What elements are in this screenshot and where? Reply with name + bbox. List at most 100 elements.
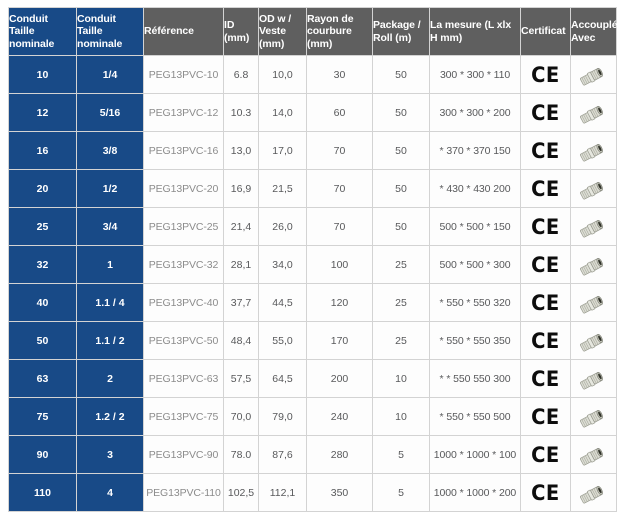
cell-bend-radius: 280	[306, 435, 373, 474]
cell-accouple-avec	[570, 435, 617, 474]
cell-bend-radius: 30	[306, 55, 373, 94]
cell-certificat: CE	[520, 169, 571, 208]
cell-certificat: CE	[520, 321, 571, 360]
cell-id: 13,0	[223, 131, 259, 170]
cell-bend-radius: 60	[306, 93, 373, 132]
cell-measure: * 550 * 550 320	[429, 283, 521, 322]
cell-od: 87,6	[258, 435, 307, 474]
cell-id: 28,1	[223, 245, 259, 284]
cell-nominal-size-inch: 1/2	[76, 169, 144, 208]
table-row: 63 2 PEG13PVC-63 57,5 64,5 200 10 * * 550 550 3…	[8, 359, 617, 398]
ce-mark-icon: CE	[531, 214, 560, 239]
cell-nominal-size-inch: 3/8	[76, 131, 144, 170]
coupling-icon	[577, 367, 611, 391]
cell-measure: 1000 * 1000 * 200	[429, 473, 521, 512]
cell-certificat: CE	[520, 473, 571, 512]
cell-bend-radius: 200	[306, 359, 373, 398]
cell-nominal-size-inch: 3	[76, 435, 144, 474]
cell-reference: PEG13PVC-75	[143, 397, 224, 436]
column-header-certificat: Certificat	[520, 7, 571, 56]
cell-accouple-avec	[570, 245, 617, 284]
cell-nominal-size-inch: 1.1 / 2	[76, 321, 144, 360]
cell-nominal-size-inch: 2	[76, 359, 144, 398]
cell-nominal-size-inch: 1.1 / 4	[76, 283, 144, 322]
cell-nominal-size-mm: 63	[8, 359, 77, 398]
cell-id: 6.8	[223, 55, 259, 94]
table-row: 50 1.1 / 2 PEG13PVC-50 48,4 55,0 170 25 * 550 *…	[8, 321, 617, 360]
coupling-icon	[577, 481, 611, 505]
cell-reference: PEG13PVC-63	[143, 359, 224, 398]
cell-bend-radius: 100	[306, 245, 373, 284]
cell-measure: * 550 * 550 500	[429, 397, 521, 436]
cell-bend-radius: 240	[306, 397, 373, 436]
cell-id: 78.0	[223, 435, 259, 474]
cell-od: 26,0	[258, 207, 307, 246]
cell-od: 64,5	[258, 359, 307, 398]
cell-bend-radius: 70	[306, 169, 373, 208]
cell-certificat: CE	[520, 55, 571, 94]
cell-accouple-avec	[570, 397, 617, 436]
cell-measure: 500 * 500 * 150	[429, 207, 521, 246]
cell-nominal-size-inch: 1/4	[76, 55, 144, 94]
cell-accouple-avec	[570, 55, 617, 94]
cell-package-roll: 50	[372, 131, 430, 170]
table-header-row: Conduit Taille nominale Conduit Taille n…	[8, 7, 618, 56]
table-row: 40 1.1 / 4 PEG13PVC-40 37,7 44,5 120 25 * 550 *…	[8, 283, 617, 322]
cell-package-roll: 5	[372, 473, 430, 512]
cell-bend-radius: 170	[306, 321, 373, 360]
ce-mark-icon: CE	[531, 328, 560, 353]
table-row: 75 1.2 / 2 PEG13PVC-75 70,0 79,0 240 10 * 550 *…	[8, 397, 617, 436]
column-header-od: OD w / Veste (mm)	[258, 7, 307, 56]
column-header-reference: Référence	[143, 7, 224, 56]
cell-package-roll: 25	[372, 283, 430, 322]
coupling-icon	[577, 443, 611, 467]
cell-reference: PEG13PVC-12	[143, 93, 224, 132]
cell-accouple-avec	[570, 169, 617, 208]
table-row: 12 5/16 PEG13PVC-12 10.3 14,0 60 50 300 * 300 *…	[8, 93, 617, 132]
cell-reference: PEG13PVC-50	[143, 321, 224, 360]
table-row: 25 3/4 PEG13PVC-25 21,4 26,0 70 50 500 * 500 * …	[8, 207, 617, 246]
cell-package-roll: 50	[372, 169, 430, 208]
column-header-measure: La mesure (L xlx H mm)	[429, 7, 521, 56]
cell-certificat: CE	[520, 435, 571, 474]
cell-nominal-size-inch: 1	[76, 245, 144, 284]
column-header-bend-radius: Rayon de courbure (mm)	[306, 7, 373, 56]
cell-measure: 300 * 300 * 200	[429, 93, 521, 132]
cell-reference: PEG13PVC-25	[143, 207, 224, 246]
cell-package-roll: 50	[372, 207, 430, 246]
cell-package-roll: 25	[372, 245, 430, 284]
cell-bend-radius: 350	[306, 473, 373, 512]
cell-certificat: CE	[520, 283, 571, 322]
table-row: 20 1/2 PEG13PVC-20 16,9 21,5 70 50 * 430 * 430 …	[8, 169, 617, 208]
cell-id: 48,4	[223, 321, 259, 360]
cell-bend-radius: 120	[306, 283, 373, 322]
ce-mark-icon: CE	[531, 290, 560, 315]
cell-od: 10,0	[258, 55, 307, 94]
cell-nominal-size-mm: 20	[8, 169, 77, 208]
ce-mark-icon: CE	[531, 252, 560, 277]
column-header-nominal-size-inch: Conduit Taille nominale	[76, 7, 144, 56]
cell-accouple-avec	[570, 473, 617, 512]
table-row: 110 4 PEG13PVC-110 102,5 112,1 350 5 1000 * 100…	[8, 473, 617, 512]
cell-od: 44,5	[258, 283, 307, 322]
cell-od: 79,0	[258, 397, 307, 436]
cell-nominal-size-mm: 40	[8, 283, 77, 322]
cell-nominal-size-mm: 12	[8, 93, 77, 132]
cell-accouple-avec	[570, 93, 617, 132]
cell-nominal-size-mm: 16	[8, 131, 77, 170]
cell-bend-radius: 70	[306, 131, 373, 170]
cell-package-roll: 25	[372, 321, 430, 360]
cell-package-roll: 50	[372, 55, 430, 94]
cell-nominal-size-inch: 4	[76, 473, 144, 512]
cell-nominal-size-inch: 3/4	[76, 207, 144, 246]
conduit-specification-table: Conduit Taille nominale Conduit Taille n…	[8, 7, 618, 512]
coupling-icon	[577, 253, 611, 277]
cell-reference: PEG13PVC-40	[143, 283, 224, 322]
cell-nominal-size-mm: 25	[8, 207, 77, 246]
cell-measure: * 370 * 370 150	[429, 131, 521, 170]
cell-accouple-avec	[570, 359, 617, 398]
table-header: Conduit Taille nominale Conduit Taille n…	[8, 7, 618, 56]
cell-od: 21,5	[258, 169, 307, 208]
cell-accouple-avec	[570, 321, 617, 360]
cell-id: 57,5	[223, 359, 259, 398]
